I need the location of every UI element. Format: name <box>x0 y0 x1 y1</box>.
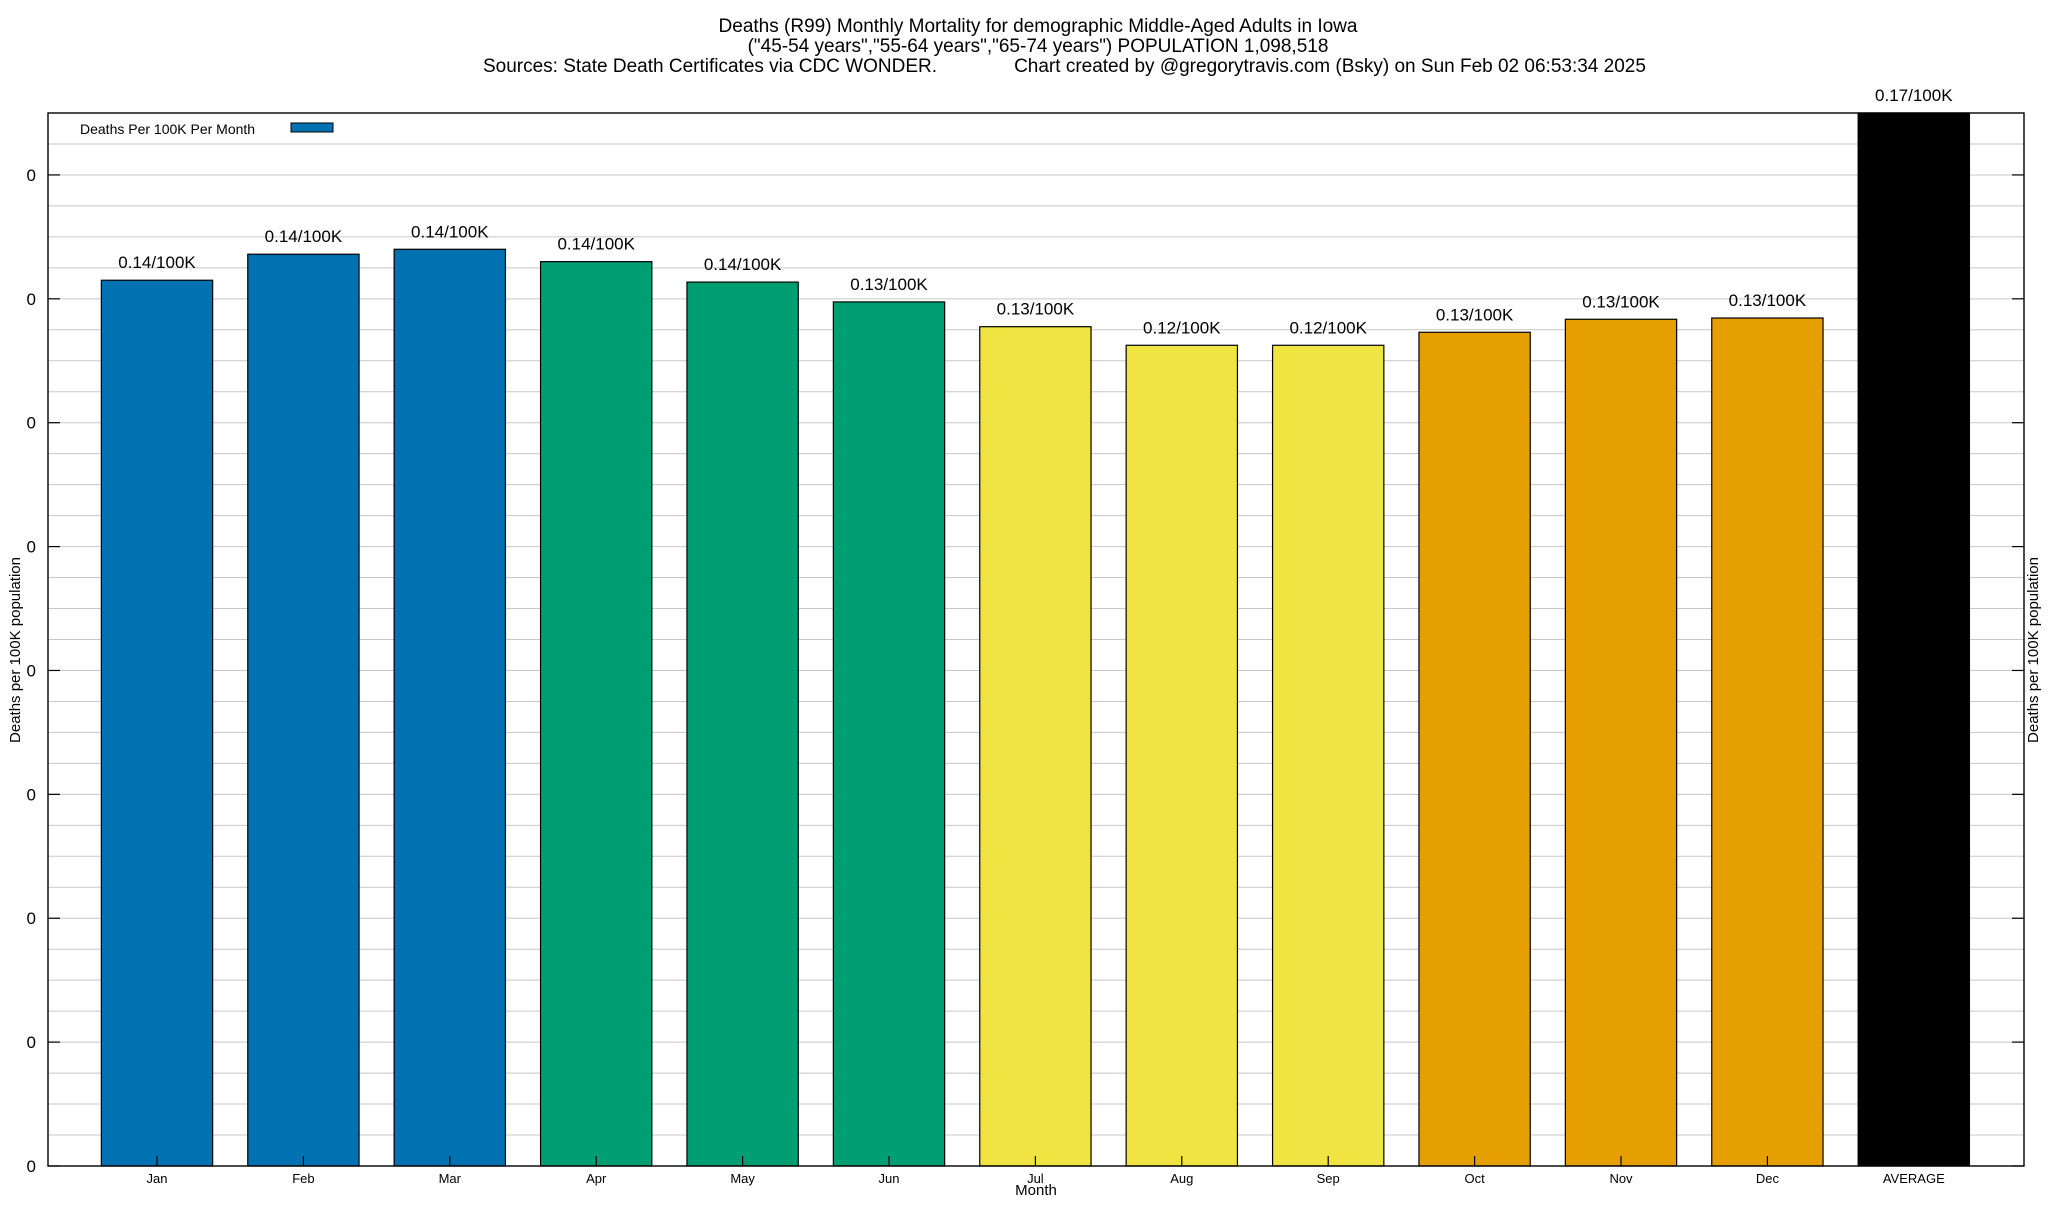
x-tick-label: May <box>730 1171 755 1186</box>
y-tick-label: 0 <box>27 1033 36 1052</box>
legend-swatch <box>290 122 334 133</box>
data-label: 0.13/100K <box>997 300 1075 319</box>
bar-jul <box>979 326 1092 1167</box>
y2-axis-title: Deaths per 100K population <box>2025 557 2042 743</box>
y-axis-title: Deaths per 100K population <box>7 557 24 743</box>
bar-mar <box>393 248 507 1167</box>
axes-layer: 0 0 0 0 0 0 0 0 0 Jan Feb Mar Apr May Jun Jul Aug Sep Oct N… <box>27 112 2025 1186</box>
y-tick-label: 0 <box>27 661 36 680</box>
data-label: 0.14/100K <box>704 255 782 274</box>
chart-subtitle: ("45-54 years","55-64 years","65-74 year… <box>748 36 1329 57</box>
bar-apr <box>539 261 653 1167</box>
bar-aug <box>1125 344 1239 1167</box>
x-tick-label: Nov <box>1609 1171 1633 1186</box>
data-label: 0.13/100K <box>1436 305 1514 324</box>
y-tick-label: 0 <box>27 414 36 433</box>
x-tick-label: AVERAGE <box>1883 1171 1945 1186</box>
y-tick-label: 0 <box>27 290 36 309</box>
data-label: 0.13/100K <box>1582 292 1660 311</box>
data-labels-layer: 0.14/100K 0.14/100K 0.14/100K 0.14/100K 0.14… <box>118 86 1953 337</box>
x-tick-label: Jun <box>879 1171 900 1186</box>
chart-source-line: Sources: State Death Certificates via CD… <box>483 56 937 77</box>
x-axis-title: Month <box>1015 1182 1057 1199</box>
bar-average <box>1857 112 1971 1167</box>
chart-title: Deaths (R99) Monthly Mortality for demog… <box>719 16 1358 37</box>
y-tick-label: 0 <box>27 166 36 185</box>
x-tick-label: Mar <box>439 1171 462 1186</box>
data-label: 0.14/100K <box>557 235 635 254</box>
bar-jun <box>832 301 946 1167</box>
x-tick-label: Apr <box>586 1171 607 1186</box>
legend-label: Deaths Per 100K Per Month <box>80 121 255 137</box>
x-tick-label: Jul <box>1027 1171 1044 1186</box>
x-tick-label: Sep <box>1317 1171 1340 1186</box>
bar-jan <box>100 279 214 1167</box>
y-tick-label: 0 <box>27 538 36 557</box>
data-label: 0.14/100K <box>265 227 343 246</box>
x-tick-label: Oct <box>1464 1171 1485 1186</box>
x-tick-label: Aug <box>1170 1171 1193 1186</box>
x-tick-label: Jan <box>147 1171 168 1186</box>
bar-dec <box>1711 317 1824 1167</box>
x-tick-label: Dec <box>1756 1171 1780 1186</box>
bar-may <box>686 281 799 1167</box>
data-label: 0.12/100K <box>1289 318 1367 337</box>
data-label: 0.14/100K <box>411 222 489 241</box>
bar-nov <box>1564 318 1678 1167</box>
bar-oct <box>1418 331 1531 1167</box>
data-label: 0.13/100K <box>850 275 928 294</box>
y-tick-label: 0 <box>27 785 36 804</box>
bar-sep <box>1271 344 1385 1167</box>
chart-credit-line: Chart created by @gregorytravis.com (Bsk… <box>1014 56 1646 77</box>
data-label: 0.13/100K <box>1729 291 1807 310</box>
bar-feb <box>247 253 360 1167</box>
chart-title-group: Deaths (R99) Monthly Mortality for demog… <box>483 16 1646 77</box>
bars-layer <box>100 112 1971 1167</box>
x-tick-label: Feb <box>292 1171 314 1186</box>
y-tick-label: 0 <box>27 909 36 928</box>
legend: Deaths Per 100K Per Month <box>80 121 334 137</box>
data-label: 0.12/100K <box>1143 318 1221 337</box>
data-label: 0.17/100K <box>1875 86 1953 105</box>
y-tick-label: 0 <box>27 1157 36 1176</box>
data-label: 0.14/100K <box>118 253 196 272</box>
plot-frame <box>47 112 2025 1167</box>
